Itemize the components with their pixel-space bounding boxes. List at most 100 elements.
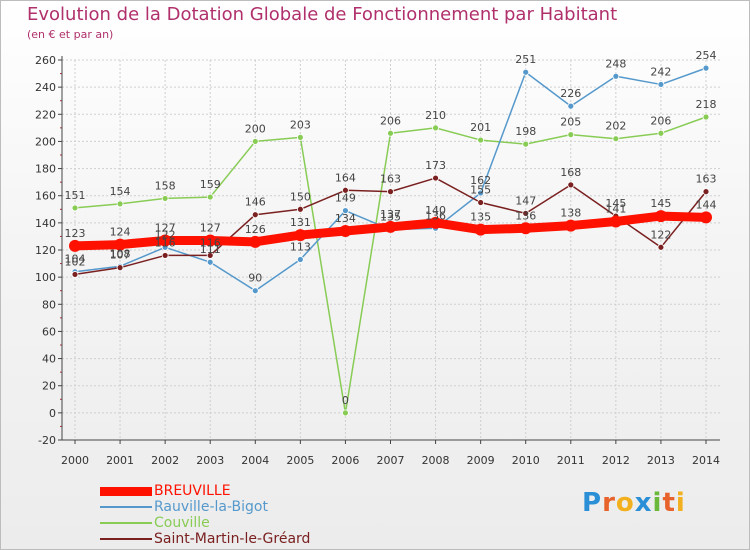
data-point-breuville	[609, 215, 622, 228]
y-tick-label: 120	[35, 244, 56, 257]
data-label-saint-martin-le-gr-ard: 116	[155, 236, 176, 249]
data-point-breuville	[429, 216, 442, 229]
chart-subtitle: (en € et par an)	[27, 28, 114, 41]
data-point-saint-martin-le-gr-ard	[116, 264, 124, 272]
data-point-rauville-la-bigot	[612, 72, 620, 80]
chart-title: Evolution de la Dotation Globale de Fonc…	[27, 4, 618, 25]
data-label-saint-martin-le-gr-ard: 155	[470, 184, 491, 197]
proxiti-logo: Proxiti	[582, 488, 686, 518]
data-label-couville: 206	[650, 114, 671, 127]
data-point-saint-martin-le-gr-ard	[702, 188, 710, 196]
data-label-breuville: 131	[290, 216, 311, 229]
data-point-saint-martin-le-gr-ard	[477, 199, 485, 206]
data-label-saint-martin-le-gr-ard: 150	[290, 190, 311, 203]
data-point-couville	[657, 129, 665, 137]
data-label-couville: 201	[470, 121, 491, 134]
data-point-saint-martin-le-gr-ard	[296, 205, 304, 213]
data-label-couville: 210	[425, 109, 446, 122]
x-tick-label: 2008	[422, 454, 450, 467]
data-label-couville: 198	[515, 125, 536, 138]
data-label-saint-martin-le-gr-ard: 168	[560, 166, 581, 179]
legend-swatch-rauville	[100, 506, 152, 508]
data-point-saint-martin-le-gr-ard	[657, 243, 665, 251]
data-label-couville: 206	[380, 114, 401, 127]
data-point-rauville-la-bigot	[206, 258, 214, 266]
data-point-rauville-la-bigot	[251, 287, 259, 295]
y-tick-label: 240	[35, 81, 56, 94]
legend: BREUVILLE Rauville-la-Bigot Couville Sai…	[100, 483, 360, 547]
data-label-saint-martin-le-gr-ard: 147	[515, 194, 536, 207]
legend-item-rauville: Rauville-la-Bigot	[100, 499, 360, 515]
data-point-rauville-la-bigot	[657, 81, 665, 88]
legend-item-couville: Couville	[100, 515, 360, 531]
data-point-rauville-la-bigot	[702, 64, 710, 72]
x-tick-label: 2002	[151, 454, 179, 467]
legend-swatch-saint-martin	[100, 538, 152, 540]
data-point-breuville	[564, 219, 577, 232]
data-point-couville	[567, 131, 575, 139]
data-label-saint-martin-le-gr-ard: 116	[200, 236, 221, 249]
series	[69, 64, 712, 417]
data-label-breuville: 140	[425, 204, 446, 217]
data-point-couville	[116, 200, 124, 208]
data-point-couville	[387, 129, 394, 137]
legend-swatch-couville	[100, 522, 152, 524]
logo-letter: r	[602, 488, 616, 518]
data-label-couville: 0	[342, 394, 349, 407]
data-point-rauville-la-bigot	[567, 102, 575, 110]
x-tick-label: 2001	[106, 454, 134, 467]
data-point-breuville	[249, 235, 262, 248]
data-point-breuville	[339, 225, 352, 237]
data-point-breuville	[294, 229, 307, 242]
data-label-breuville: 135	[470, 211, 491, 224]
data-label-saint-martin-le-gr-ard: 145	[605, 197, 626, 210]
data-label-rauville-la-bigot: 135	[380, 211, 401, 224]
data-point-breuville	[114, 238, 127, 251]
x-tick-label: 2011	[557, 454, 585, 467]
logo-letter: P	[582, 488, 603, 518]
data-point-saint-martin-le-gr-ard	[161, 252, 169, 259]
data-point-breuville	[654, 210, 667, 223]
data-point-saint-martin-le-gr-ard	[251, 211, 259, 219]
data-label-rauville-la-bigot: 90	[248, 272, 262, 285]
data-point-couville	[342, 409, 349, 417]
data-label-couville: 205	[560, 116, 581, 129]
data-point-breuville	[69, 239, 81, 252]
data-label-breuville: 124	[110, 226, 131, 239]
y-tick-label: 160	[35, 190, 56, 203]
data-label-rauville-la-bigot: 251	[515, 53, 536, 66]
data-label-rauville-la-bigot: 162	[470, 174, 491, 187]
data-label-rauville-la-bigot: 136	[425, 209, 446, 222]
data-point-saint-martin-le-gr-ard	[206, 252, 214, 259]
x-tick-label: 2000	[61, 454, 89, 467]
data-label-rauville-la-bigot: 242	[650, 65, 671, 78]
data-point-couville	[251, 138, 259, 145]
data-label-saint-martin-le-gr-ard: 122	[650, 228, 671, 241]
data-point-saint-martin-le-gr-ard	[71, 271, 79, 278]
data-label-breuville: 141	[605, 203, 626, 216]
x-tick-label: 2007	[377, 454, 405, 467]
logo-letter: o	[615, 488, 635, 518]
data-label-breuville: 137	[380, 208, 401, 221]
x-tick-label: 2010	[512, 454, 540, 467]
data-label-couville: 158	[155, 179, 176, 192]
data-label-saint-martin-le-gr-ard: 107	[110, 249, 131, 262]
data-label-breuville: 134	[335, 212, 356, 225]
y-tick-label: 60	[42, 325, 56, 338]
legend-swatch-breuville	[100, 487, 152, 496]
data-point-couville	[206, 193, 214, 201]
data-label-breuville: 127	[200, 222, 221, 235]
data-labels: 151 154 158 159 200 203 0 206 210 201 198 205 202 206…	[65, 49, 717, 407]
x-tick-label: 2009	[467, 454, 495, 467]
data-label-couville: 203	[290, 118, 311, 131]
data-label-breuville: 136	[515, 209, 536, 222]
data-point-rauville-la-bigot	[342, 207, 349, 215]
data-point-saint-martin-le-gr-ard	[567, 181, 575, 189]
x-tick-label: 2006	[331, 454, 359, 467]
data-point-saint-martin-le-gr-ard	[432, 174, 439, 182]
data-label-couville: 218	[696, 98, 717, 111]
data-label-rauville-la-bigot: 104	[65, 253, 86, 266]
y-tick-label: 100	[35, 271, 56, 284]
